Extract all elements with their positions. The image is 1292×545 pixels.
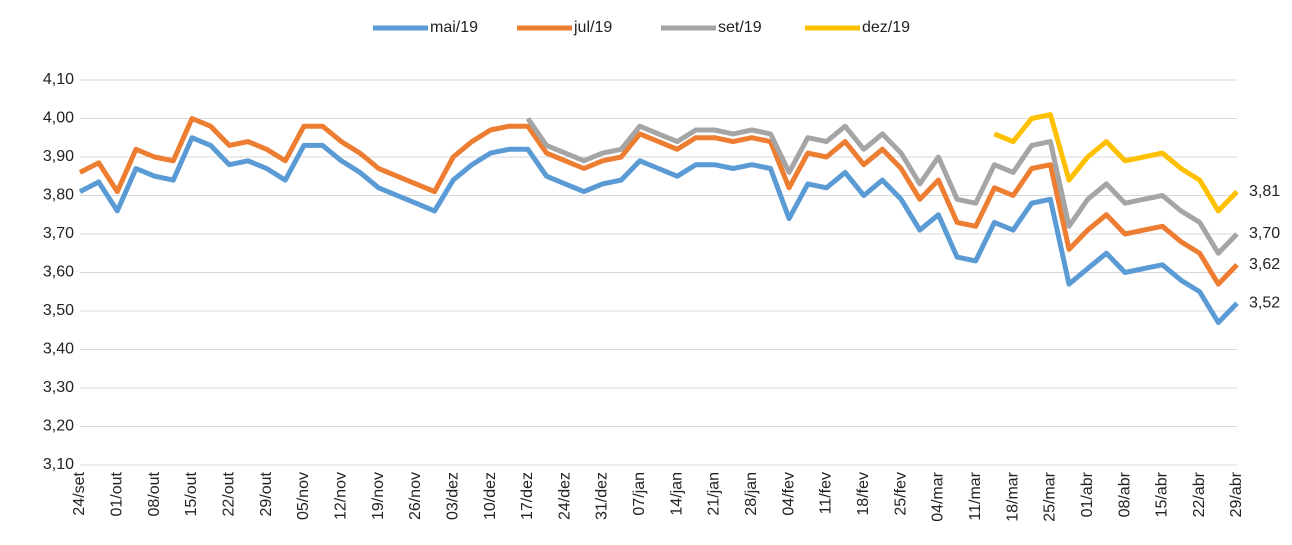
y-tick-label: 4,10 — [43, 71, 74, 88]
legend-label: jul/19 — [573, 19, 612, 36]
x-tick-label: 01/out — [109, 471, 126, 516]
x-tick-label: 25/mar — [1042, 471, 1059, 521]
value-label: 3,62 — [1249, 256, 1280, 273]
x-tick-label: 07/jan — [631, 472, 648, 516]
x-tick-label: 25/fev — [892, 472, 909, 516]
x-tick-label: 15/abr — [1154, 471, 1171, 517]
x-tick-label: 28/jan — [743, 472, 760, 516]
y-tick-label: 3,40 — [43, 341, 74, 358]
y-tick-label: 3,80 — [43, 187, 74, 204]
y-tick-label: 3,50 — [43, 302, 74, 319]
y-tick-label: 3,60 — [43, 264, 74, 281]
x-tick-label: 11/fev — [818, 472, 835, 514]
y-tick-label: 4,00 — [43, 110, 74, 127]
y-tick-label: 3,20 — [43, 418, 74, 435]
x-tick-label: 22/out — [221, 471, 238, 516]
x-tick-label: 10/dez — [482, 472, 499, 520]
x-tick-label: 01/abr — [1079, 471, 1096, 517]
value-label: 3,52 — [1249, 295, 1280, 312]
x-tick-label: 11/mar — [967, 471, 984, 520]
legend-label: dez/19 — [862, 19, 910, 36]
x-tick-label: 04/mar — [930, 471, 947, 521]
legend-label: set/19 — [718, 19, 762, 36]
x-tick-label: 22/abr — [1191, 471, 1208, 517]
x-tick-label: 04/fev — [780, 472, 797, 516]
series-line — [78, 116, 1239, 287]
x-tick-label: 18/mar — [1004, 471, 1021, 521]
legend: mai/19 jul/19 set/19 dez/19 — [373, 19, 910, 36]
y-tick-label: 3,30 — [43, 379, 74, 396]
legend-label: mai/19 — [430, 19, 478, 36]
series-line — [993, 112, 1239, 214]
x-tick-label: 14/jan — [668, 472, 685, 516]
x-tick-label: 12/nov — [332, 472, 349, 520]
x-tick-label: 26/nov — [407, 472, 424, 520]
x-tick-label: 15/out — [183, 471, 200, 516]
x-tick-label: 24/set — [71, 471, 88, 515]
x-tick-label: 24/dez — [556, 472, 573, 520]
x-tick-label: 05/nov — [295, 472, 312, 520]
x-tick-label: 08/out — [146, 471, 163, 516]
y-tick-label: 3,70 — [43, 225, 74, 242]
x-tick-label: 21/jan — [706, 472, 723, 516]
series-line — [78, 135, 1239, 325]
x-tick-label: 29/out — [258, 471, 275, 516]
x-tick-label: 18/fev — [855, 472, 872, 516]
y-tick-label: 3,90 — [43, 148, 74, 165]
value-label: 3,81 — [1249, 183, 1280, 200]
value-label: 3,70 — [1249, 225, 1280, 242]
x-tick-label: 19/nov — [370, 472, 387, 520]
x-tick-label: 08/abr — [1116, 471, 1133, 517]
x-tick-label: 03/dez — [444, 472, 461, 520]
x-tick-label: 17/dez — [519, 472, 536, 520]
series-line — [525, 117, 1239, 256]
y-tick-label: 3,10 — [43, 456, 74, 473]
x-tick-label: 29/abr — [1228, 471, 1245, 517]
x-tick-label: 31/dez — [594, 472, 611, 520]
